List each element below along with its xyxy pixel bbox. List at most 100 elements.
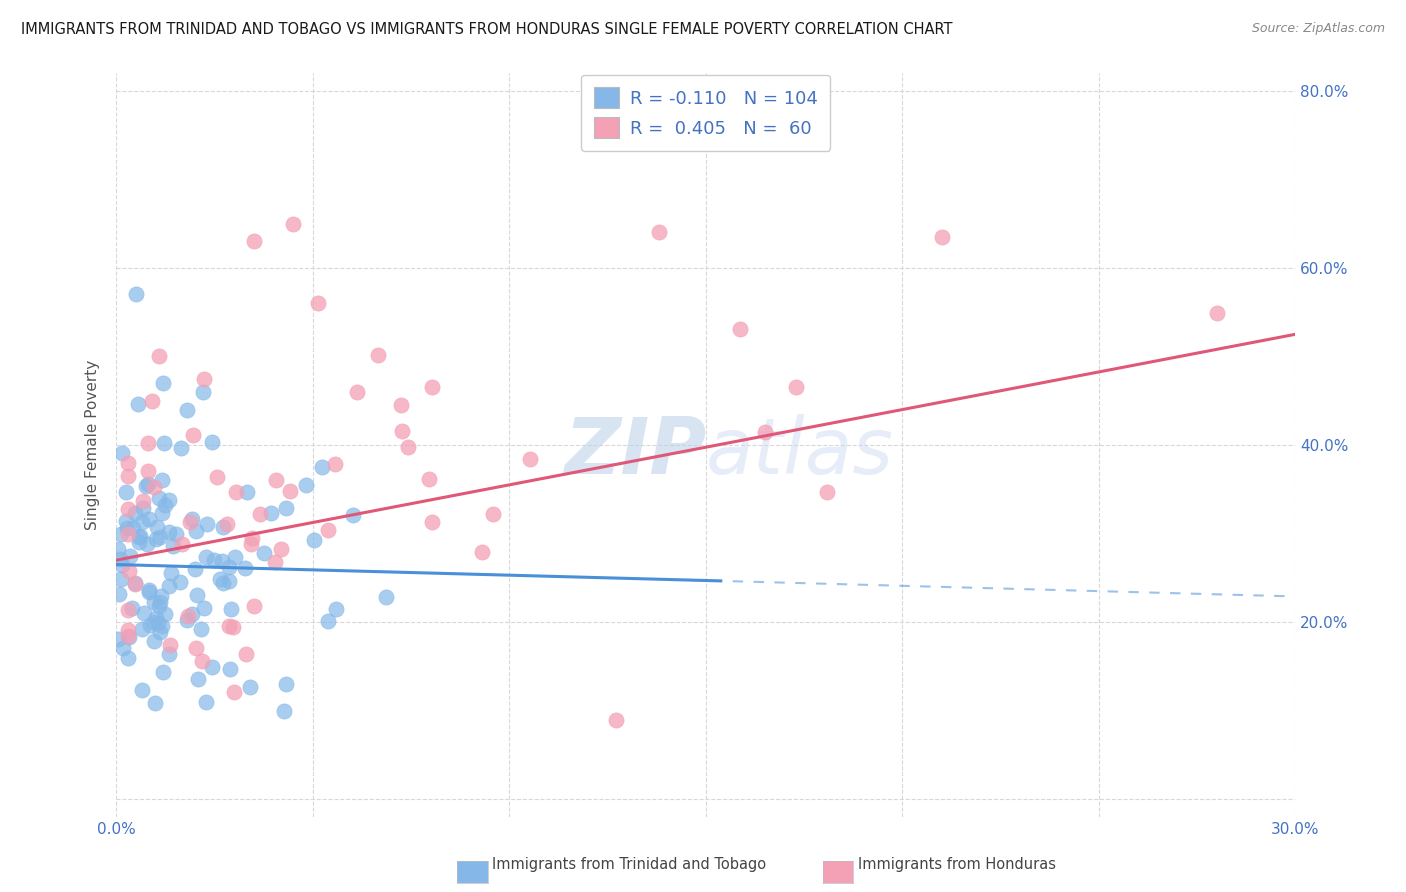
Point bbox=[342, 508, 364, 522]
Point bbox=[224, 549, 246, 564]
Point bbox=[253, 545, 276, 559]
Point bbox=[117, 629, 139, 643]
Point bbox=[184, 524, 207, 538]
Point bbox=[278, 484, 301, 499]
Point bbox=[111, 446, 134, 460]
Point bbox=[170, 441, 193, 455]
Point bbox=[191, 654, 214, 668]
Point bbox=[157, 524, 180, 539]
Point bbox=[260, 506, 283, 520]
Point bbox=[211, 576, 233, 591]
Point bbox=[110, 527, 132, 541]
Point bbox=[159, 638, 181, 652]
Point bbox=[193, 601, 215, 615]
Text: atlas: atlas bbox=[706, 415, 894, 491]
Point bbox=[172, 537, 194, 551]
Point bbox=[117, 651, 139, 665]
Point bbox=[108, 552, 131, 566]
Point bbox=[128, 531, 150, 545]
Point bbox=[136, 436, 159, 450]
Point bbox=[648, 225, 671, 239]
Point bbox=[117, 469, 139, 483]
Point bbox=[112, 641, 135, 656]
Point bbox=[131, 682, 153, 697]
Point bbox=[931, 230, 953, 244]
Point bbox=[127, 397, 149, 411]
Point bbox=[243, 234, 266, 248]
Point bbox=[420, 515, 443, 529]
Point bbox=[396, 440, 419, 454]
Point bbox=[281, 217, 304, 231]
Point bbox=[136, 464, 159, 478]
Point bbox=[115, 521, 138, 535]
Point bbox=[181, 511, 204, 525]
Point bbox=[148, 349, 170, 363]
Point bbox=[157, 579, 180, 593]
Point bbox=[162, 539, 184, 553]
Point bbox=[183, 427, 205, 442]
Point bbox=[311, 459, 333, 474]
Point bbox=[221, 601, 243, 615]
Point bbox=[233, 561, 256, 575]
Point bbox=[346, 385, 368, 400]
Point bbox=[122, 521, 145, 535]
Point bbox=[222, 685, 245, 699]
Point bbox=[155, 607, 177, 621]
Point bbox=[207, 469, 229, 483]
Point bbox=[128, 534, 150, 549]
Text: ZIP: ZIP bbox=[564, 415, 706, 491]
Point bbox=[169, 575, 191, 590]
Point bbox=[160, 566, 183, 580]
Point bbox=[195, 517, 218, 532]
Point bbox=[143, 633, 166, 648]
Point bbox=[150, 618, 173, 632]
Point bbox=[211, 553, 233, 567]
Point bbox=[208, 572, 231, 586]
Point bbox=[157, 492, 180, 507]
Point bbox=[138, 512, 160, 526]
Point bbox=[152, 376, 174, 390]
Point bbox=[143, 480, 166, 494]
Point bbox=[367, 348, 389, 362]
Point bbox=[273, 705, 295, 719]
Point bbox=[148, 491, 170, 505]
Point bbox=[150, 506, 173, 520]
Point bbox=[519, 451, 541, 466]
Point bbox=[191, 384, 214, 399]
Point bbox=[194, 696, 217, 710]
Point bbox=[186, 588, 208, 602]
Point bbox=[165, 526, 187, 541]
Point bbox=[605, 713, 627, 727]
Point bbox=[148, 599, 170, 613]
Point bbox=[276, 677, 298, 691]
Point bbox=[294, 478, 316, 492]
Point bbox=[193, 372, 215, 386]
Point bbox=[107, 632, 129, 647]
Point bbox=[149, 595, 172, 609]
Point bbox=[219, 661, 242, 675]
Point bbox=[117, 502, 139, 516]
Point bbox=[215, 517, 238, 532]
Point bbox=[152, 665, 174, 679]
Point bbox=[375, 590, 398, 604]
Point bbox=[195, 550, 218, 565]
Point bbox=[145, 611, 167, 625]
Point bbox=[176, 402, 198, 417]
Point bbox=[108, 587, 131, 601]
Text: Source: ZipAtlas.com: Source: ZipAtlas.com bbox=[1251, 22, 1385, 36]
Point bbox=[218, 618, 240, 632]
Point bbox=[754, 425, 776, 439]
Point bbox=[181, 607, 204, 621]
Point bbox=[136, 537, 159, 551]
Point bbox=[179, 516, 201, 530]
Point bbox=[136, 477, 159, 491]
Point bbox=[117, 623, 139, 637]
Point bbox=[139, 618, 162, 632]
Point bbox=[124, 577, 146, 591]
Point bbox=[225, 485, 247, 500]
Point bbox=[177, 608, 200, 623]
Point bbox=[135, 478, 157, 492]
Point bbox=[307, 295, 329, 310]
Point bbox=[316, 523, 339, 537]
Point bbox=[157, 647, 180, 661]
